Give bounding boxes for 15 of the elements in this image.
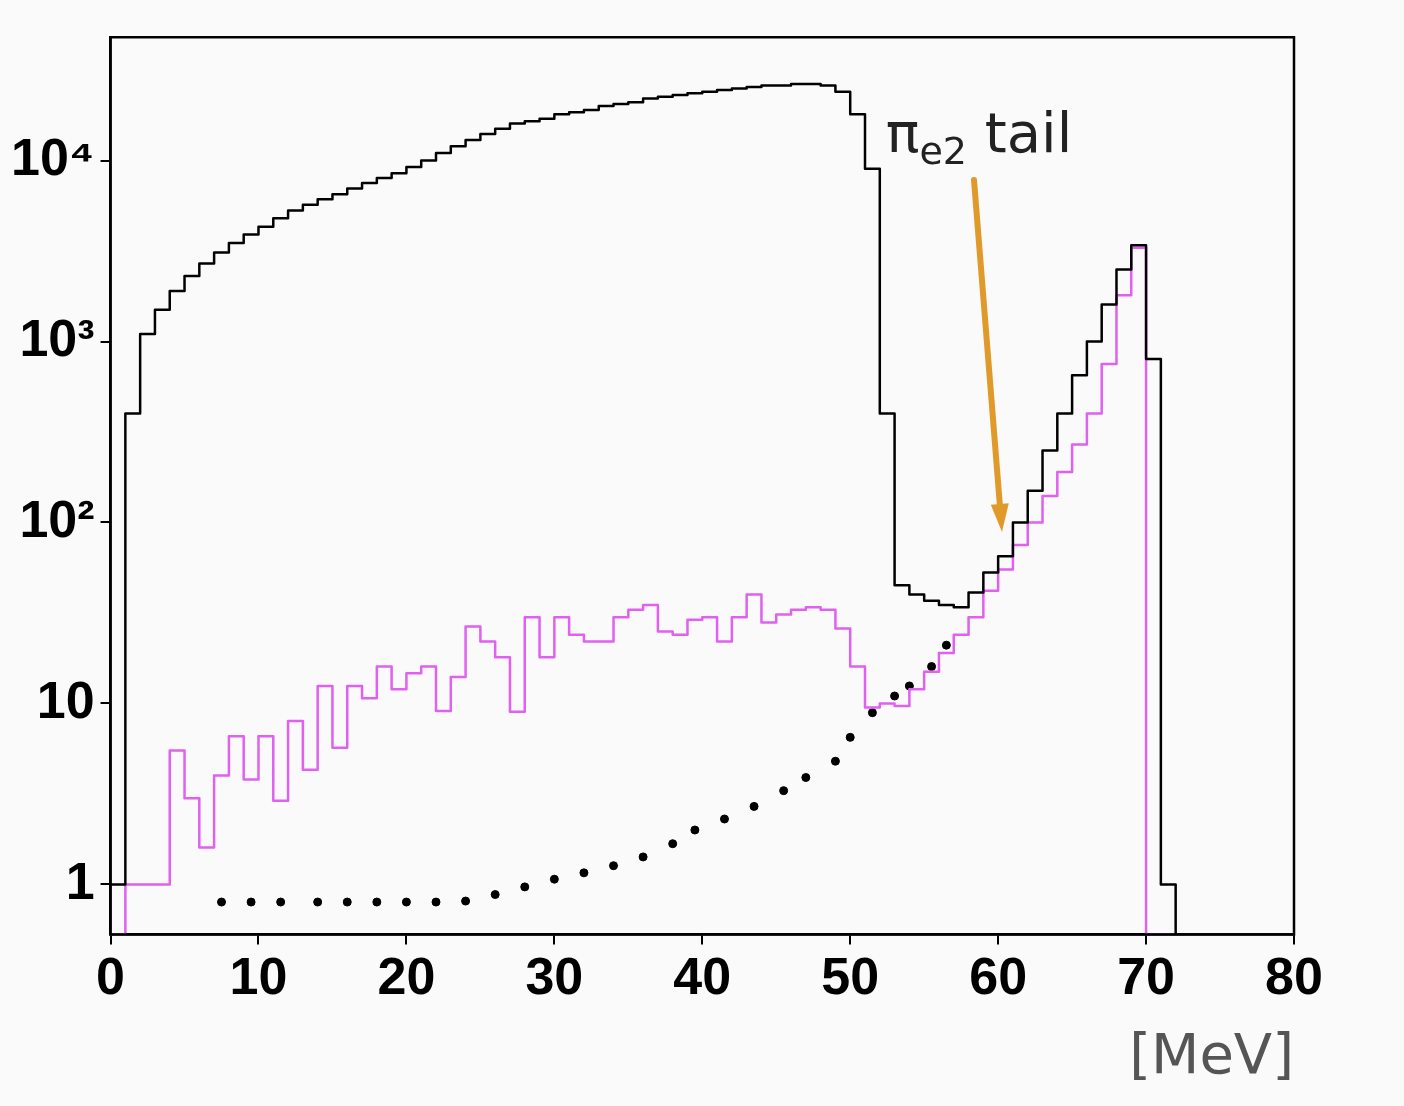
x-tick-label: 30: [525, 946, 584, 1005]
x-axis-title: [MeV]: [1129, 1020, 1294, 1086]
x-tick-label: 60: [969, 946, 1028, 1005]
x-tick-label: 40: [673, 946, 732, 1005]
y-tick-label: 10⁴: [11, 127, 95, 186]
x-tick-label: 0: [96, 946, 126, 1005]
y-tick-label: 10: [36, 670, 95, 729]
x-tick-label: 10: [229, 946, 288, 1005]
x-tick-label: 50: [821, 946, 880, 1005]
x-tick-label: 80: [1265, 946, 1323, 1005]
y-tick-label: 10²: [19, 489, 95, 548]
y-tick-label: 10³: [19, 308, 95, 367]
x-tick-label: 70: [1117, 946, 1175, 1005]
x-tick-label: 20: [377, 946, 436, 1005]
y-tick-label: 1: [65, 851, 95, 910]
